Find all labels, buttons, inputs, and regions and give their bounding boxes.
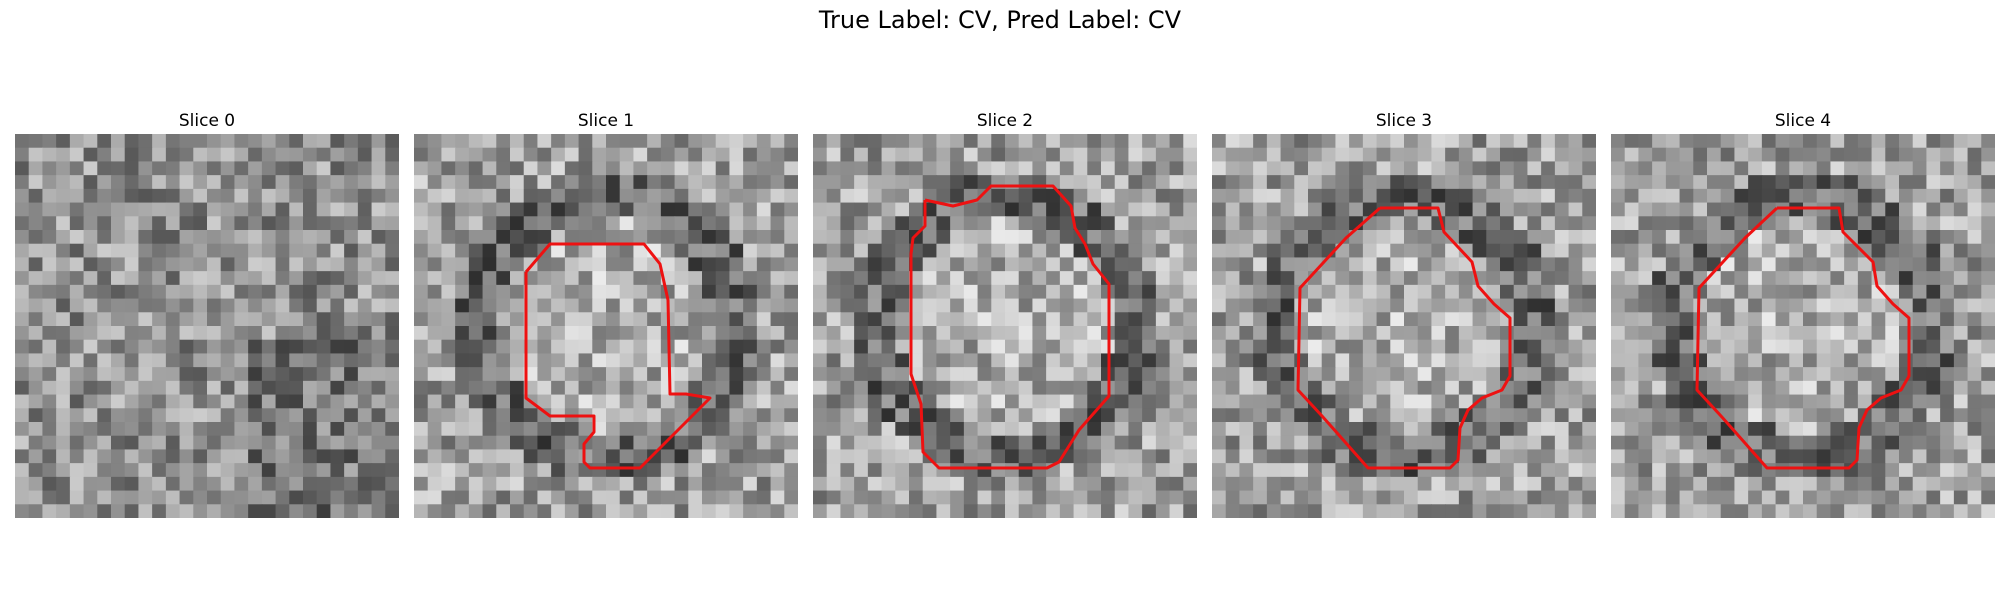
slice-image (15, 134, 399, 518)
slice-image (813, 134, 1197, 518)
slice-panel-1: Slice 1 (414, 108, 798, 518)
figure-title: True Label: CV, Pred Label: CV (0, 6, 2000, 34)
slice-image (1611, 134, 1995, 518)
slice-image (414, 134, 798, 518)
slice-panel-0: Slice 0 (15, 108, 399, 518)
slice-panel-3: Slice 3 (1212, 108, 1596, 518)
slice-image (1212, 134, 1596, 518)
slice-panel-4: Slice 4 (1611, 108, 1995, 518)
slice-title: Slice 2 (813, 108, 1197, 134)
slice-title: Slice 0 (15, 108, 399, 134)
slice-title: Slice 1 (414, 108, 798, 134)
slice-title: Slice 3 (1212, 108, 1596, 134)
slice-title: Slice 4 (1611, 108, 1995, 134)
slice-panel-2: Slice 2 (813, 108, 1197, 518)
